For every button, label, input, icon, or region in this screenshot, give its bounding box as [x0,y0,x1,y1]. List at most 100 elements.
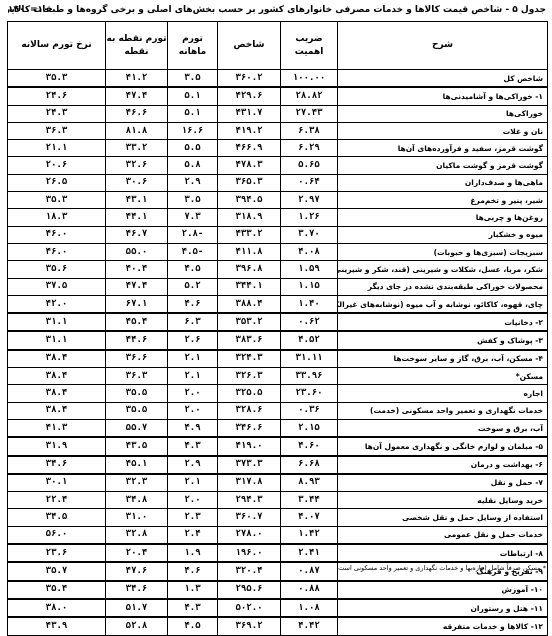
cell-monthly: ۳.۵ [167,69,218,88]
footnote: * مسکن صرفاً شامل اجاره‌بها و خدمات نگهد… [338,564,546,572]
cell-weight: ۰.۶۴ [280,173,338,193]
cell-annual: ۳۱.۹ [7,436,106,457]
table-row: چای، قهوه، کاکائو، نوشابه و آب میوه (نوش… [7,294,548,314]
cell-desc: ۸- ارتباطات [337,542,548,563]
cell-p2p: ۴۶.۶ [105,104,168,123]
cell-p2p: ۳۱.۰ [105,508,168,527]
cell-p2p: ۴۴.۶ [105,330,168,351]
table-row: روغن‌ها و چربی‌ها ۱.۲۶ ۳۱۸.۹ ۷.۳ ۴۴.۱ ۱۸.۳ [7,208,548,227]
cell-index: ۳۶۵.۳ [217,173,281,193]
cell-weight: ۱۰۰.۰۰ [280,69,338,88]
table-body: شاخص کل ۱۰۰.۰۰ ۳۶۰.۲ ۳.۵ ۴۱.۲ ۳۵.۳ ۱- خوراکی‌ه… [7,69,548,636]
cell-p2p: ۵۵.۰ [105,242,168,262]
cell-annual: ۳۶.۳ [7,121,106,141]
cell-annual: ۲۲.۴ [7,491,106,510]
cell-annual: ۳۵.۳ [7,69,106,88]
cell-weight: ۳.۷۰ [280,225,338,244]
cell-monthly: ۵.۲ [167,277,218,296]
cell-p2p: ۳۲.۸ [105,525,168,545]
cell-weight: ۸.۹۳ [280,472,338,493]
cell-desc: آب، برق و سوخت [337,418,548,438]
cell-monthly: ۲.۱ [167,367,218,386]
cell-p2p: ۴۳.۵ [105,436,168,457]
table-row: خوراکی‌ها ۲۷.۴۳ ۴۳۱.۷ ۵.۱ ۴۶.۶ ۲۴.۳ [7,104,548,123]
cell-desc: ۷- حمل و نقل [337,472,548,493]
cell-monthly: ۲.۶ [167,330,218,351]
cell-p2p: ۵۵.۷ [105,418,168,438]
cell-index: ۲۹۵.۶ [217,579,281,600]
cell-index: ۳۸۳.۶ [217,330,281,351]
cell-index: ۳۲۸.۶ [217,401,281,420]
cell-weight: ۴.۴۲ [280,616,338,636]
cell-p2p: ۴۳.۱ [105,191,168,210]
cell-index: ۳۹۴.۵ [217,191,281,210]
cell-desc: محصولات خوراکی طبقه‌بندی نشده در جای دیگ… [337,277,548,296]
cell-index: ۱۹۶.۰ [217,542,281,563]
cell-desc: ۵- مبلمان و لوازم خانگی و نگهداری معمول … [337,436,548,457]
cell-weight: ۱.۱۵ [280,277,338,296]
cell-weight: ۳۳.۹۶ [280,367,338,386]
cell-index: ۳۶۰.۷ [217,508,281,527]
price-index-table: شرح ضریب اهمیت شاخص تورم ماهانه تورم نقط… [7,21,548,636]
cell-p2p: ۳۳.۲ [105,139,168,158]
cell-desc: اجاره [337,384,548,403]
cell-monthly: ۴.۹ [167,418,218,438]
cell-weight: ۲۳.۶۰ [280,384,338,403]
cell-p2p: ۳۶.۳ [105,367,168,386]
cell-annual: ۲۴.۳ [7,104,106,123]
cell-desc: گوشت قرمز و گوشت ماکیان [337,156,548,175]
table-row: ۱- خوراکی‌ها و آشامیدنی‌ها ۲۸.۸۲ ۴۲۹.۶ ۵.۱ ۴… [7,86,548,106]
cell-index: ۳۸۸.۴ [217,294,281,314]
cell-annual: ۲۳.۶ [7,542,106,563]
cell-weight: ۰.۶۲ [280,312,338,332]
cell-p2p: ۴۷.۶ [105,561,168,582]
cell-weight: ۶.۳۸ [280,121,338,141]
table-row: ۴- مسکن، آب، برق، گاز و سایر سوخت‌ها ۳۱.۱… [7,348,548,369]
cell-annual: ۳۸.۰ [7,597,106,618]
table-row: ۱۱- هتل و رستوران ۱.۰۸ ۵۰۲.۰ ۴.۳ ۵۱.۷ ۳۸.۰ [7,597,548,618]
cell-index: ۳۶۰.۲ [217,69,281,88]
cell-weight: ۱.۴۲ [280,525,338,545]
cell-desc: نان و غلات [337,121,548,141]
cell-annual: ۳۵.۷ [7,561,106,582]
cell-monthly: ۱۶.۶ [167,121,218,141]
cell-annual: ۲۶.۵ [7,173,106,193]
cell-p2p: ۴۶.۷ [105,225,168,244]
cell-desc: ۱۱- هتل و رستوران [337,597,548,618]
cell-p2p: ۳۵.۵ [105,384,168,403]
cell-annual: ۴۱.۳ [7,418,106,438]
cell-annual: ۳۸.۴ [7,401,106,420]
cell-desc: ۴- مسکن، آب، برق، گاز و سایر سوخت‌ها [337,348,548,369]
cell-p2p: ۳۰.۶ [105,173,168,193]
table-row: سبزیجات (سبزی‌ها و حبوبات) ۴.۰۸ ۴۱۱.۸ ۴.۵- ۵… [7,242,548,262]
cell-annual: ۴۲.۰ [7,294,106,314]
cell-index: ۳۷۳.۳ [217,454,281,475]
cell-weight: ۱.۴۰ [280,294,338,314]
cell-annual: ۳۵.۳ [7,191,106,210]
cell-weight: ۲.۴۱ [280,542,338,563]
cell-index: ۳۱۷.۸ [217,472,281,493]
cell-index: ۴۲۹.۶ [217,86,281,106]
cell-desc: روغن‌ها و چربی‌ها [337,208,548,227]
cell-desc: میوه و خشکبار [337,225,548,244]
cell-weight: ۲.۹۷ [280,191,338,210]
document-page: جدول ۵ - شاخص قیمت کالاها و خدمات مصرفی … [7,5,548,636]
cell-annual: ۱۸.۳ [7,208,106,227]
table-row: شاخص کل ۱۰۰.۰۰ ۳۶۰.۲ ۳.۵ ۴۱.۲ ۳۵.۳ [7,69,548,88]
cell-weight: ۴.۵۲ [280,330,338,351]
cell-weight: ۰.۸۷ [280,561,338,582]
cell-weight: ۶.۲۹ [280,139,338,158]
header-monthly: تورم ماهانه [167,21,218,70]
table-row: گوشت قرمز و گوشت ماکیان ۵.۶۵ ۴۷۸.۳ ۵.۸ ۳۲.۶ ۲… [7,156,548,175]
cell-index: ۵۰۲.۰ [217,597,281,618]
table-title: جدول ۵ - شاخص قیمت کالاها و خدمات مصرفی … [8,5,546,15]
cell-weight: ۰.۳۶ [280,401,338,420]
table-row: آب، برق و سوخت ۲.۱۵ ۳۴۶.۶ ۴.۹ ۵۵.۷ ۴۱.۳ [7,418,548,438]
cell-annual: ۳۸.۴ [7,348,106,369]
cell-monthly: ۴.۵ [167,260,218,279]
header-desc: شرح [337,21,548,70]
cell-weight: ۱.۵۹ [280,260,338,279]
cell-annual: ۳۰.۱ [7,472,106,493]
cell-monthly: ۴.۵- [167,242,218,262]
cell-monthly: ۲.۹ [167,173,218,193]
